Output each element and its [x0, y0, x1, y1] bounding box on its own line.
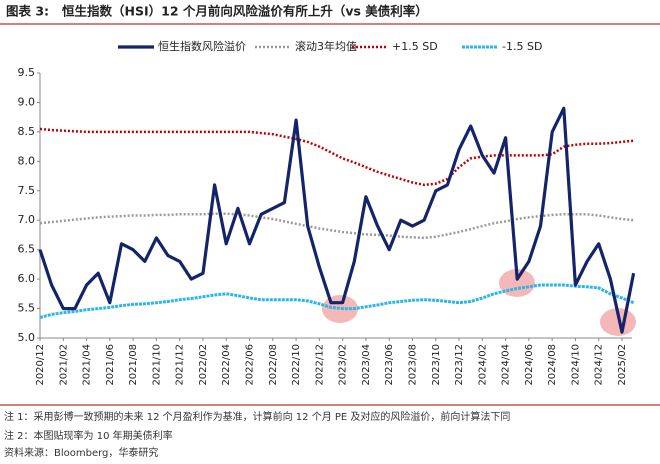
x-tick-label: 2021/06 — [105, 344, 116, 386]
x-tick-label: 2023/04 — [361, 344, 372, 386]
x-tick-label: 2023/02 — [338, 344, 349, 386]
legend-label: +1.5 SD — [392, 40, 438, 53]
x-tick-label: 2021/02 — [58, 344, 69, 386]
x-tick-label: 2022/04 — [221, 344, 232, 386]
x-tick-label: 2023/12 — [454, 344, 465, 386]
note: 注 1：采用彭博一致预期的未来 12 个月盈利作为基准，计算前向 12 个月 P… — [4, 410, 510, 423]
x-tick-label: 2021/10 — [151, 344, 162, 386]
legend-label: -1.5 SD — [502, 40, 542, 53]
chart-title: 恒生指数（HSI）12 个月前向风险溢价有所上升（vs 美债利率） — [62, 4, 428, 19]
x-tick-label: 2021/04 — [82, 344, 93, 386]
series-line — [39, 283, 635, 319]
y-tick-label: 8.5 — [18, 125, 36, 138]
x-tick-label: 2024/02 — [477, 344, 488, 386]
x-tick-label: 2024/06 — [524, 344, 535, 386]
series-line — [38, 106, 636, 334]
x-tick-label: 2021/08 — [128, 344, 139, 386]
x-tick-label: 2025/02 — [617, 344, 628, 386]
y-tick-label: 6.0 — [18, 272, 36, 285]
figure-label: 图表 3: — [6, 4, 49, 19]
y-tick-label: 7.5 — [18, 184, 36, 197]
highlight-circle — [600, 308, 636, 336]
x-tick-label: 2022/02 — [198, 344, 209, 386]
x-tick-label: 2022/10 — [291, 344, 302, 386]
series-line — [39, 127, 634, 187]
x-tick-label: 2023/08 — [407, 344, 418, 386]
x-tick-label: 2024/10 — [570, 344, 581, 386]
x-tick-label: 2024/08 — [547, 344, 558, 386]
x-tick-label: 2022/08 — [268, 344, 279, 386]
y-tick-label: 9.0 — [18, 95, 36, 108]
y-tick-label: 8.0 — [18, 154, 36, 167]
x-tick-label: 2021/12 — [175, 344, 186, 386]
highlight-circle — [322, 295, 358, 323]
x-tick-label: 2022/06 — [245, 344, 256, 386]
x-tick-label: 2023/10 — [431, 344, 442, 386]
y-tick-label: 7.0 — [18, 213, 36, 226]
note: 注 2：本图贴现率为 10 年期美债利率 — [4, 429, 173, 442]
source-note: 资料来源：Bloomberg，华泰研究 — [4, 446, 158, 459]
legend-label: 恒生指数风险溢价 — [158, 39, 246, 53]
y-tick-label: 5.5 — [18, 302, 36, 315]
legend-label: 滚动3年均值 — [295, 39, 357, 53]
x-tick-label: 2022/12 — [314, 344, 325, 386]
x-tick-label: 2024/12 — [594, 344, 605, 386]
series-line — [39, 212, 634, 240]
y-tick-label: 5.0 — [18, 331, 36, 344]
x-tick-label: 2020/12 — [35, 344, 46, 386]
y-tick-label: 6.5 — [18, 243, 36, 256]
y-tick-label: 9.5 — [18, 66, 36, 79]
x-tick-label: 2023/06 — [384, 344, 395, 386]
x-tick-label: 2024/04 — [501, 344, 512, 386]
